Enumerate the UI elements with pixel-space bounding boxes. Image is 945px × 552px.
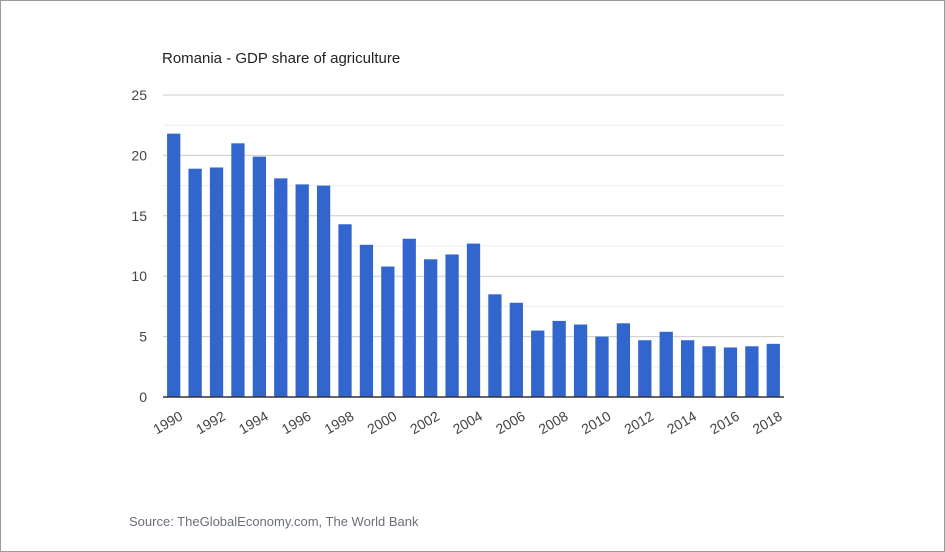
bar-1996 bbox=[295, 184, 309, 397]
bar-1998 bbox=[338, 224, 352, 397]
bar-2011 bbox=[616, 323, 631, 397]
bar-2017 bbox=[745, 346, 759, 397]
y-tick-label: 0 bbox=[139, 389, 147, 405]
chart-title: Romania - GDP share of agriculture bbox=[162, 50, 401, 67]
bar-1992 bbox=[209, 167, 224, 397]
bar-1991 bbox=[188, 168, 202, 397]
bar-2001 bbox=[402, 238, 416, 397]
x-tick-label: 2000 bbox=[364, 408, 399, 438]
x-tick-label: 1992 bbox=[193, 408, 228, 438]
source-note: Source: TheGlobalEconomy.com, The World … bbox=[129, 514, 419, 529]
bar-1994 bbox=[252, 156, 267, 397]
bars bbox=[167, 133, 780, 397]
x-tick-label: 2016 bbox=[707, 408, 742, 438]
bar-2007 bbox=[531, 330, 545, 397]
bar-2013 bbox=[659, 331, 673, 397]
y-axis-ticks: 0 5 10 15 20 25 bbox=[131, 87, 147, 405]
x-tick-label: 2008 bbox=[536, 408, 571, 438]
y-tick-label: 5 bbox=[139, 329, 147, 345]
bar-2003 bbox=[445, 254, 459, 397]
bar-1997 bbox=[316, 185, 331, 397]
x-tick-label: 1994 bbox=[236, 408, 271, 438]
bar-2006 bbox=[509, 302, 523, 397]
y-tick-label: 10 bbox=[131, 268, 147, 284]
x-tick-label: 2004 bbox=[450, 408, 485, 438]
x-tick-label: 2010 bbox=[579, 408, 614, 438]
bar-2005 bbox=[488, 294, 502, 397]
bar-2014 bbox=[680, 340, 695, 397]
x-tick-label: 2018 bbox=[750, 408, 785, 438]
bar-1999 bbox=[359, 244, 374, 397]
x-axis-ticks: 1990 1992 1994 1996 1998 2000 2002 2004 2006 2008… bbox=[150, 408, 785, 438]
bar-2008 bbox=[552, 320, 566, 397]
x-tick-label: 1998 bbox=[322, 408, 357, 438]
bar-1993 bbox=[231, 143, 245, 397]
x-tick-label: 2014 bbox=[664, 408, 699, 438]
y-tick-label: 20 bbox=[131, 147, 147, 163]
x-tick-label: 1996 bbox=[279, 408, 314, 438]
bar-2002 bbox=[424, 259, 438, 397]
y-tick-label: 25 bbox=[131, 87, 147, 103]
x-tick-label: 2006 bbox=[493, 408, 528, 438]
bar-2012 bbox=[638, 340, 652, 397]
bar-2000 bbox=[381, 266, 395, 397]
y-tick-label: 15 bbox=[131, 208, 147, 224]
x-tick-label: 2002 bbox=[407, 408, 442, 438]
x-tick-label: 2012 bbox=[621, 408, 656, 438]
bar-1990 bbox=[167, 133, 181, 397]
bar-2018 bbox=[766, 343, 780, 397]
bar-2016 bbox=[723, 347, 738, 397]
bar-2015 bbox=[702, 346, 716, 397]
bar-2009 bbox=[573, 324, 588, 397]
x-tick-label: 1990 bbox=[150, 408, 185, 438]
bar-1995 bbox=[274, 178, 288, 397]
bar-2004 bbox=[466, 243, 481, 397]
bar-2010 bbox=[595, 336, 609, 397]
